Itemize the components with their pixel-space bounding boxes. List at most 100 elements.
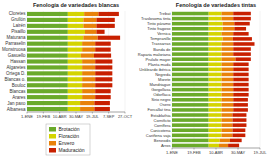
bar-segment	[233, 17, 251, 21]
tick-label: 10-ABR	[209, 150, 223, 155]
bar-segment	[96, 30, 104, 34]
category-label: Bouloc	[12, 83, 27, 88]
bar-segment	[172, 78, 209, 82]
bar-segment	[209, 128, 222, 132]
tick-label: 30-MAY	[231, 150, 245, 155]
bar-segment	[95, 48, 111, 52]
bar-segment	[27, 30, 68, 34]
bar-segment	[27, 53, 68, 57]
category-label: Cloretes	[9, 11, 27, 16]
bar-segment	[82, 95, 95, 99]
bar-segment	[68, 12, 84, 16]
axis-line	[172, 148, 260, 149]
bar-segment	[209, 113, 222, 117]
bar-segment	[233, 12, 251, 16]
tick-label: 19-FEB	[37, 114, 51, 119]
bar-segment	[233, 118, 247, 122]
bar-segment	[27, 89, 68, 93]
bar-segment	[222, 68, 234, 72]
bar-segment	[68, 89, 82, 93]
category-label: Jan paxo	[7, 101, 26, 106]
panel: Fenología de variedades blancasCloretesG…	[2, 2, 133, 119]
legend-label: Maduración	[59, 147, 85, 153]
bar-segment	[209, 88, 222, 92]
bar-segment	[233, 83, 248, 87]
grid	[172, 11, 260, 148]
bar-segment	[68, 53, 81, 57]
bar-segment	[209, 27, 223, 31]
category-label: Parraselin	[5, 41, 26, 46]
bar-segment	[172, 83, 209, 87]
bar-segment	[233, 37, 252, 41]
bar-segment	[209, 98, 222, 102]
bar-segment	[27, 48, 68, 52]
category-label: Monstruosa	[2, 47, 26, 52]
bar-segment	[82, 65, 95, 69]
bar-segment	[223, 37, 233, 41]
bar-segment	[233, 134, 246, 138]
bar-segment	[222, 108, 234, 112]
bar-segment	[222, 123, 233, 127]
category-label: Maturana	[6, 35, 26, 40]
panel: Fenología de variedades tintasTrebatTras…	[138, 2, 267, 155]
bar-segment	[222, 88, 234, 92]
bar-segment	[233, 68, 248, 72]
bar-segment	[233, 108, 248, 112]
bar-segment	[222, 17, 234, 21]
bar-segment	[95, 42, 111, 46]
tick-label: 1-ENE	[166, 150, 178, 155]
axis-line	[27, 112, 125, 113]
bar-segment	[209, 42, 222, 46]
bar-segment	[172, 108, 209, 112]
bar-segment	[94, 53, 111, 57]
bar-segment	[68, 18, 84, 22]
y-labels: CloretesGrullónLairénPisailloMaturanaPar…	[2, 11, 26, 111]
bar-segment	[68, 59, 82, 63]
bar-segment	[96, 24, 114, 28]
bar-segment	[27, 95, 68, 99]
legend-label: Envero	[59, 140, 75, 146]
bar-segment	[96, 18, 114, 22]
bar-segment	[209, 103, 222, 107]
bar-segment	[68, 83, 82, 87]
bar-segment	[82, 83, 95, 87]
legend-label: Brotación	[59, 126, 80, 132]
bar-segment	[222, 103, 234, 107]
legend-frame	[46, 124, 90, 155]
bar-segment	[27, 65, 68, 69]
bar-segment	[27, 77, 68, 81]
bar-segment	[172, 27, 209, 31]
bars	[172, 12, 255, 147]
legend: BrotaciónFloraciónEnveroMaduración	[46, 124, 90, 155]
bar-segment	[172, 144, 209, 148]
tick-label: 30-MAY	[69, 114, 83, 119]
bar-segment	[68, 48, 82, 52]
bar-segment	[233, 98, 248, 102]
tick-label: 27-OCT	[118, 114, 133, 119]
bar-segment	[82, 89, 95, 93]
bar-segment	[172, 123, 209, 127]
bar-segment	[68, 42, 82, 46]
bar-segment	[95, 89, 111, 93]
bar-segment	[222, 118, 233, 122]
bar-segment	[98, 12, 118, 16]
tick-label: 19-JUL	[254, 150, 268, 155]
bar-segment	[223, 22, 235, 26]
bar-segment	[172, 22, 209, 26]
bar-segment	[95, 59, 112, 63]
page: {"chart_data": [ {"type": "bar", "orient…	[0, 0, 270, 162]
bar-segment	[219, 144, 228, 148]
tick-label: 7-SEP	[103, 114, 115, 119]
bar-segment	[209, 78, 222, 82]
bar-segment	[172, 139, 209, 143]
bar-segment	[68, 36, 84, 40]
bar-segment	[209, 37, 223, 41]
bar-segment	[172, 128, 209, 132]
bar-segment	[233, 47, 251, 51]
category-label: Gasuello	[8, 53, 26, 58]
bar-segment	[222, 128, 233, 132]
bar-segment	[209, 73, 222, 77]
bar-segment	[209, 17, 222, 21]
category-label: Ortega D.	[6, 71, 26, 76]
bar-segment	[68, 77, 82, 81]
